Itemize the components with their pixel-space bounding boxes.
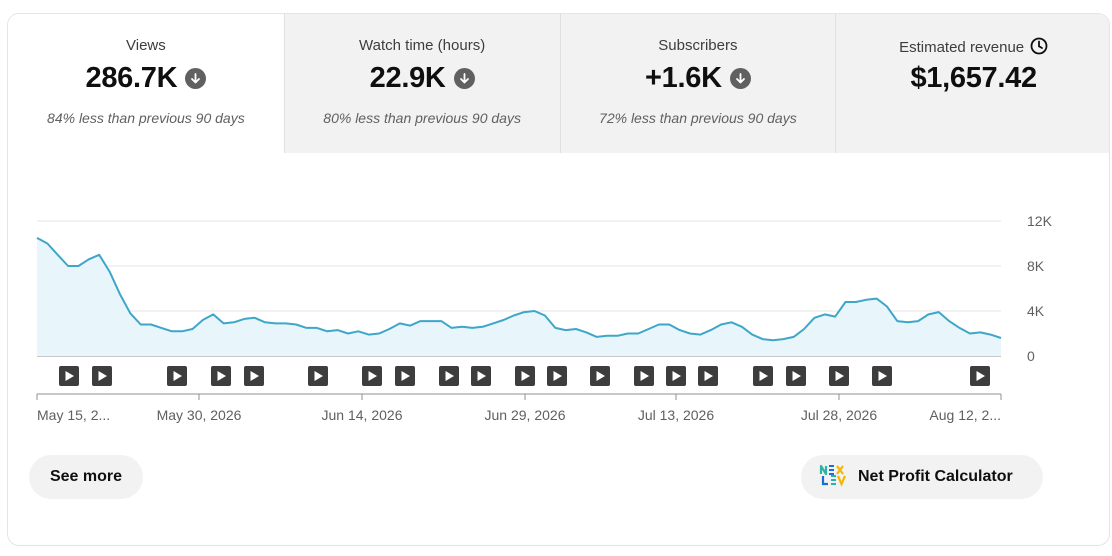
x-tick-label: Jul 13, 2026 [638, 407, 714, 423]
play-icon [835, 371, 844, 381]
tab-revenue-value: $1,657.42 [910, 62, 1037, 94]
tab-views-value: 286.7K [85, 62, 178, 94]
views-line [36, 237, 1002, 342]
play-icon [314, 371, 323, 381]
play-icon [98, 371, 107, 381]
tab-watch-time[interactable]: Watch time (hours) 22.9K 80% less than p… [283, 14, 560, 153]
play-icon [65, 371, 74, 381]
x-tick-label: Jul 28, 2026 [801, 407, 877, 423]
x-tick-label: Jun 14, 2026 [322, 407, 403, 423]
net-profit-calculator-label: Net Profit Calculator [858, 468, 1013, 485]
arrow-down-icon [453, 68, 475, 89]
tab-views-label: Views [126, 37, 166, 54]
see-more-button[interactable]: See more [29, 455, 143, 499]
net-profit-calculator-button[interactable]: Net Profit Calculator [801, 455, 1043, 499]
play-icon [368, 371, 377, 381]
y-tick-label: 0 [1027, 348, 1035, 364]
metric-tabs: Views 286.7K 84% less than previous 90 d… [8, 14, 1109, 153]
play-icon [792, 371, 801, 381]
play-icon [173, 371, 182, 381]
tab-watch-time-label: Watch time (hours) [359, 37, 486, 54]
clock-icon [1030, 37, 1048, 59]
tab-subscribers[interactable]: Subscribers +1.6K 72% less than previous… [559, 14, 836, 153]
tab-estimated-revenue[interactable]: Estimated revenue $1,657.42 [835, 14, 1109, 153]
play-icon [759, 371, 768, 381]
x-tick-label: Aug 12, 2... [929, 407, 1001, 423]
tab-revenue-label: Estimated revenue [899, 38, 1025, 56]
play-icon [976, 371, 985, 381]
tab-revenue-label-row: Estimated revenue [836, 37, 1109, 59]
views-area [37, 237, 1001, 356]
play-icon [878, 371, 887, 381]
analytics-card: Views 286.7K 84% less than previous 90 d… [7, 13, 1110, 546]
play-icon [250, 371, 259, 381]
play-icon [217, 371, 226, 381]
play-icon [521, 371, 530, 381]
tab-subscribers-label: Subscribers [658, 37, 738, 54]
arrow-down-icon [185, 68, 207, 89]
tab-views-compare: 84% less than previous 90 days [47, 110, 245, 126]
tab-views[interactable]: Views 286.7K 84% less than previous 90 d… [8, 14, 284, 153]
play-icon [704, 371, 713, 381]
play-icon [401, 371, 410, 381]
play-icon [477, 371, 486, 381]
nexlev-logo-icon [819, 463, 849, 492]
y-tick-label: 4K [1027, 303, 1045, 319]
arrow-down-icon [729, 68, 751, 89]
play-icon [640, 371, 649, 381]
tab-watch-time-compare: 80% less than previous 90 days [323, 110, 521, 126]
x-tick-label: May 30, 2026 [157, 407, 242, 423]
x-tick-label: May 15, 2... [37, 407, 110, 423]
tab-subscribers-compare: 72% less than previous 90 days [599, 110, 797, 126]
play-icon [445, 371, 454, 381]
x-tick-label: Jun 29, 2026 [485, 407, 566, 423]
tab-subscribers-value: +1.6K [645, 62, 722, 94]
play-icon [672, 371, 681, 381]
y-tick-label: 8K [1027, 258, 1045, 274]
play-icon [553, 371, 562, 381]
tab-watch-time-value: 22.9K [369, 62, 446, 94]
play-icon [596, 371, 605, 381]
y-tick-label: 12K [1027, 213, 1053, 229]
